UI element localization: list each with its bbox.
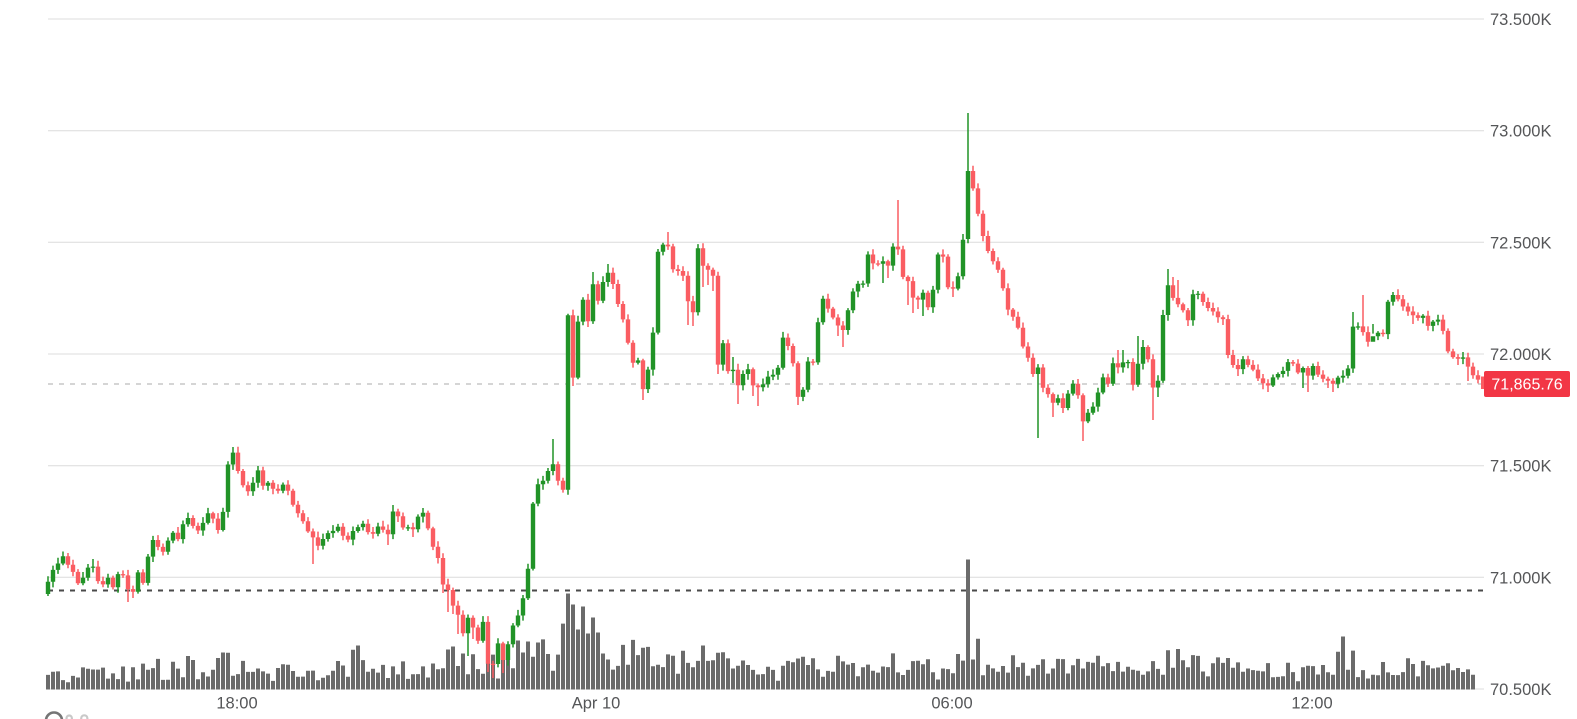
- svg-text:72.500K: 72.500K: [1490, 234, 1551, 252]
- svg-text:70.500K: 70.500K: [1490, 681, 1551, 699]
- svg-text:71.000K: 71.000K: [1490, 569, 1551, 587]
- svg-text:73.000K: 73.000K: [1490, 123, 1551, 141]
- svg-text:71.500K: 71.500K: [1490, 458, 1551, 476]
- svg-text:06:00: 06:00: [931, 695, 972, 713]
- svg-text:72.000K: 72.000K: [1490, 346, 1551, 364]
- svg-text:18:00: 18:00: [216, 695, 257, 713]
- svg-text:Apr 10: Apr 10: [572, 695, 621, 713]
- svg-text:12:00: 12:00: [1291, 695, 1332, 713]
- svg-text:71,865.76: 71,865.76: [1491, 377, 1562, 394]
- svg-text:73.500K: 73.500K: [1490, 11, 1551, 29]
